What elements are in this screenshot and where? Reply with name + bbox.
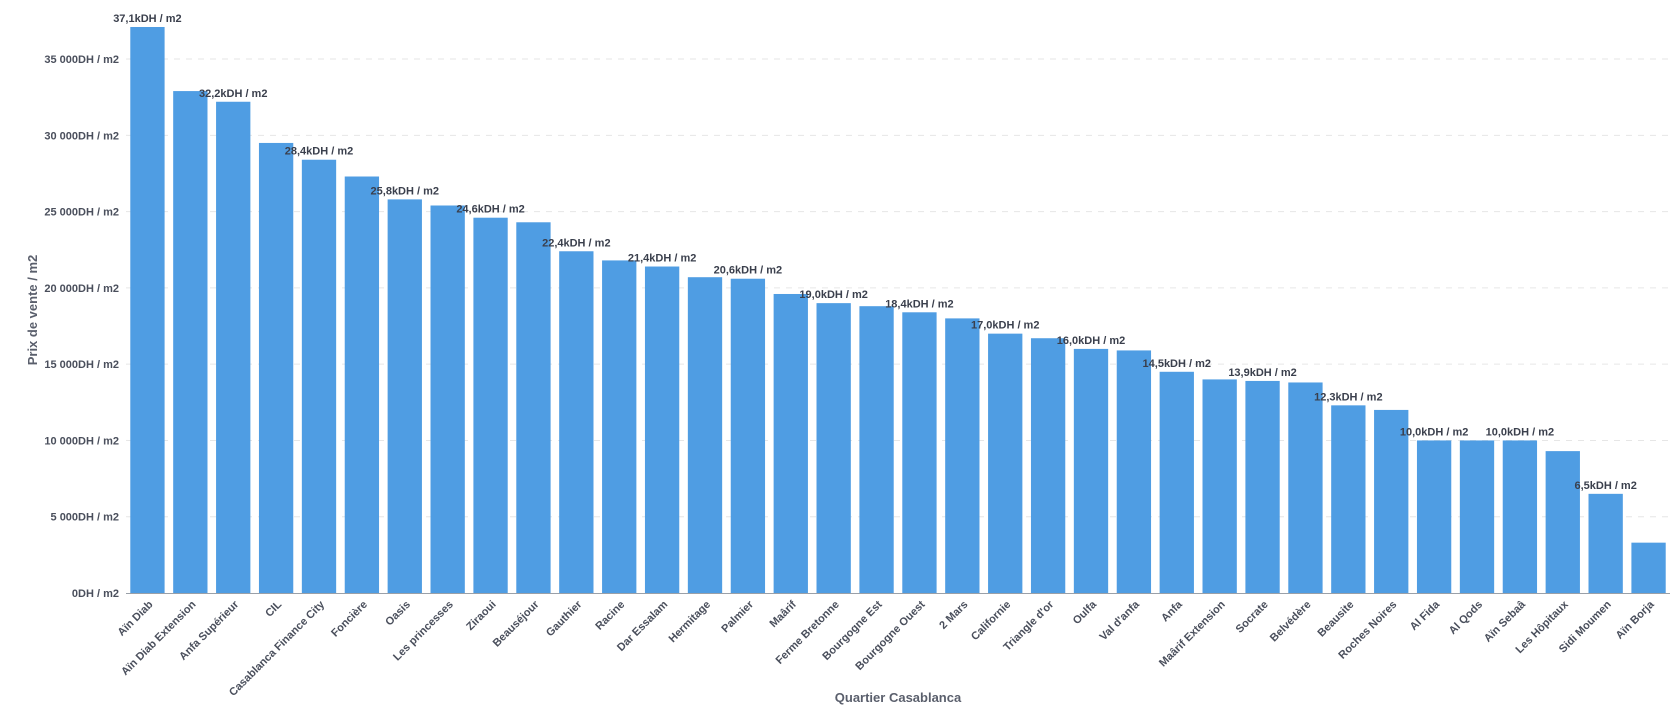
y-tick-label: 15 000DH / m2 (44, 359, 119, 371)
data-label: 12,3kDH / m2 (1314, 391, 1382, 403)
x-tick-label: Palmier (719, 598, 756, 635)
bar[interactable] (344, 176, 380, 593)
x-tick-label: Val d'anfa (1098, 598, 1143, 643)
x-tick-label: Hermitage (667, 599, 714, 646)
bar[interactable] (1116, 350, 1152, 593)
bar[interactable] (859, 306, 894, 593)
bar[interactable] (1073, 348, 1109, 593)
bars (130, 27, 1666, 594)
x-tick-label: Al Fida (1408, 598, 1443, 633)
x-tick-label: Foncière (329, 599, 370, 640)
data-label: 21,4kDH / m2 (628, 253, 696, 265)
x-tick-label: Beauséjour (491, 598, 542, 649)
bar[interactable] (1030, 338, 1066, 593)
y-tick-label: 35 000DH / m2 (44, 54, 119, 66)
x-tick-label: Belvédère (1268, 599, 1314, 645)
bar[interactable] (130, 27, 165, 593)
gridlines (126, 58, 1670, 518)
bar[interactable] (430, 205, 465, 593)
y-tick-label: 20 000DH / m2 (44, 283, 119, 295)
y-tick-label: 30 000DH / m2 (44, 130, 119, 142)
bar[interactable] (1459, 440, 1495, 593)
bar[interactable] (902, 312, 937, 593)
bar[interactable] (1159, 371, 1194, 593)
bar[interactable] (1588, 493, 1623, 593)
data-label: 25,8kDH / m2 (371, 185, 439, 197)
x-tick-label: CIL (263, 598, 284, 619)
x-tick-label: Beausite (1316, 599, 1357, 640)
x-tick-label: Ziraoui (464, 599, 498, 633)
data-label: 6,5kDH / m2 (1574, 480, 1636, 492)
y-axis: 0DH / m2 5 000DH / m2 10 000DH / m2 15 000D… (44, 54, 119, 600)
bar[interactable] (1331, 405, 1366, 593)
bar[interactable] (1202, 379, 1237, 593)
bar[interactable] (1502, 440, 1538, 593)
bar[interactable] (1374, 409, 1409, 593)
data-label: 22,4kDH / m2 (542, 237, 610, 249)
x-tick-label: Aïn Diab (116, 598, 156, 638)
bar[interactable] (945, 318, 980, 593)
data-label: 37,1kDH / m2 (113, 13, 181, 25)
bar[interactable] (1416, 440, 1452, 593)
bar[interactable] (1631, 542, 1666, 593)
x-tick-label: Socrate (1234, 599, 1271, 636)
bar[interactable] (1245, 380, 1280, 593)
data-labels: 37,1kDH / m2 32,2kDH / m2 28,4kDH / m2 25,8… (113, 13, 1637, 492)
data-label: 19,0kDH / m2 (799, 289, 867, 301)
data-label: 20,6kDH / m2 (714, 265, 782, 277)
y-tick-label: 10 000DH / m2 (44, 435, 119, 447)
bar[interactable] (816, 303, 851, 593)
bar[interactable] (687, 277, 723, 593)
x-tick-label: Aïn Borja (1614, 598, 1658, 642)
bar[interactable] (387, 199, 422, 593)
x-tick-label: Gauthier (544, 598, 585, 639)
data-label: 24,6kDH / m2 (456, 204, 524, 216)
y-tick-label: 0DH / m2 (72, 588, 119, 600)
data-label: 32,2kDH / m2 (199, 88, 267, 100)
data-label: 10,0kDH / m2 (1400, 426, 1468, 438)
x-tick-label: 2 Mars (937, 599, 970, 632)
y-tick-label: 5 000DH / m2 (51, 512, 119, 524)
x-tick-label: Racine (593, 599, 627, 633)
bar[interactable] (773, 293, 808, 593)
bar[interactable] (602, 260, 637, 593)
bar[interactable] (988, 333, 1023, 593)
x-tick-label: Oasis (383, 599, 413, 629)
data-label: 14,5kDH / m2 (1143, 358, 1211, 370)
y-tick-label: 25 000DH / m2 (44, 207, 119, 219)
bar[interactable] (173, 91, 208, 593)
x-tick-label: Aïn Sebaâ (1482, 598, 1529, 645)
x-tick-label: Aïn Diab Extension (119, 598, 199, 678)
x-tick-label: Maârif (767, 598, 799, 630)
data-label: 28,4kDH / m2 (285, 146, 353, 158)
x-tick-label: Al Qods (1447, 599, 1485, 637)
data-label: 16,0kDH / m2 (1057, 335, 1125, 347)
x-tick-label: Oulfa (1071, 598, 1100, 627)
bar[interactable] (1545, 451, 1580, 593)
bar[interactable] (216, 101, 251, 594)
bar[interactable] (1288, 382, 1323, 593)
data-label: 13,9kDH / m2 (1228, 367, 1296, 379)
bar[interactable] (516, 222, 551, 593)
x-axis-title: Quartier Casablanca (835, 690, 962, 705)
data-label: 17,0kDH / m2 (971, 320, 1039, 332)
data-label: 10,0kDH / m2 (1486, 426, 1554, 438)
bar[interactable] (473, 217, 508, 593)
bar[interactable] (301, 159, 337, 593)
x-tick-label: Anfa (1159, 598, 1185, 624)
x-tick-label: Californie (969, 599, 1013, 643)
bar[interactable] (559, 251, 594, 593)
bar[interactable] (644, 266, 680, 593)
y-axis-title: Prix de vente / m2 (25, 255, 40, 366)
data-label: 18,4kDH / m2 (885, 298, 953, 310)
bar[interactable] (730, 278, 766, 593)
bar[interactable] (258, 142, 294, 593)
